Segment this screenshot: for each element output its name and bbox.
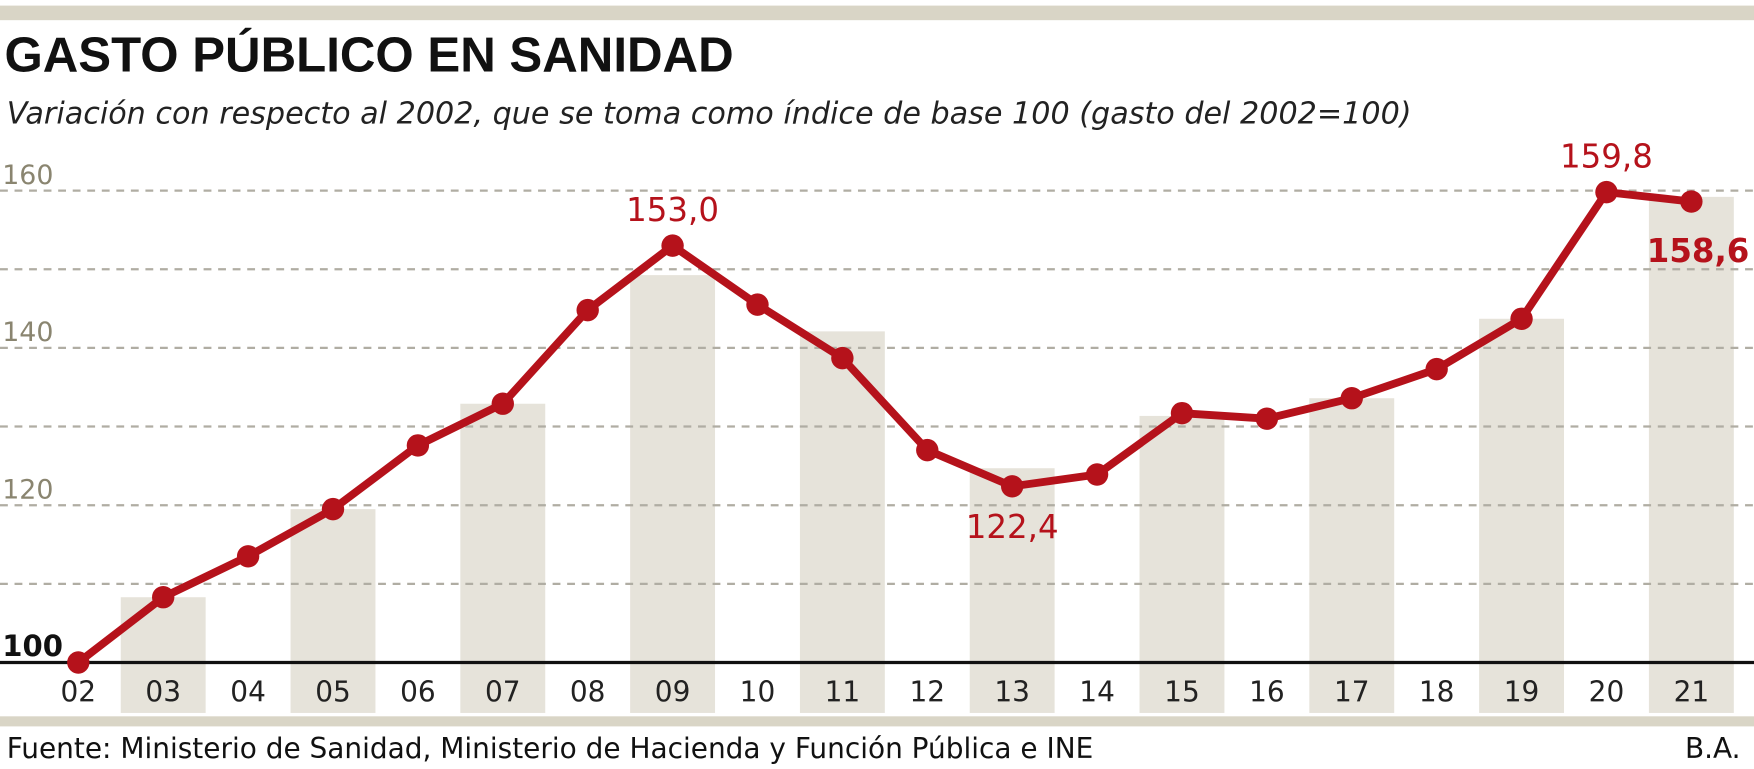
y-tick-label-120: 120: [2, 474, 53, 505]
data-label-13: 122,4: [966, 508, 1059, 546]
data-point-12: [916, 438, 939, 462]
chart-title: GASTO PÚBLICO EN SANIDAD: [4, 27, 733, 83]
data-point-08: [576, 298, 599, 322]
x-tick-label-07: 07: [485, 676, 521, 709]
y-tick-label-140: 140: [2, 317, 53, 348]
x-tick-label-09: 09: [655, 676, 691, 709]
y-axis-ticks: 100 120 140 160: [2, 160, 63, 663]
shaded-column-15: [1139, 415, 1225, 713]
shaded-column-13: [969, 468, 1055, 713]
source-note: Fuente: Ministerio de Sanidad, Ministeri…: [7, 732, 1094, 765]
x-tick-label-21: 21: [1674, 676, 1710, 709]
top-band: [0, 5, 1754, 21]
data-point-11: [831, 346, 854, 370]
x-tick-label-17: 17: [1334, 676, 1370, 709]
x-tick-label-19: 19: [1504, 676, 1540, 709]
shaded-column-05: [290, 509, 376, 713]
data-point-03: [152, 586, 175, 609]
x-tick-label-04: 04: [230, 676, 266, 709]
data-point-14: [1085, 463, 1109, 486]
x-tick-label-08: 08: [570, 676, 606, 709]
shaded-column-09: [630, 275, 716, 713]
data-point-19: [1510, 307, 1533, 330]
x-tick-label-20: 20: [1589, 676, 1625, 709]
data-point-07: [491, 392, 514, 415]
data-point-09: [661, 234, 684, 257]
gridlines: [0, 189, 1754, 585]
x-tick-label-13: 13: [994, 676, 1030, 709]
series-line-path: [75, 188, 1692, 666]
x-tick-label-14: 14: [1079, 676, 1115, 709]
data-point-06: [406, 434, 430, 457]
data-point-04: [236, 545, 260, 568]
x-tick-label-12: 12: [909, 676, 945, 709]
shaded-column-21: [1648, 196, 1734, 713]
shaded-column-11: [799, 331, 885, 713]
shaded-column-07: [460, 403, 546, 713]
data-point-10: [746, 293, 769, 316]
x-tick-label-02: 02: [61, 676, 97, 709]
data-point-13: [1000, 475, 1024, 498]
data-point-16: [1255, 407, 1279, 430]
x-tick-label-10: 10: [740, 676, 776, 709]
x-tick-label-03: 03: [145, 676, 181, 709]
x-tick-label-05: 05: [315, 676, 351, 709]
data-point-20: [1595, 180, 1618, 204]
x-tick-label-16: 16: [1249, 676, 1285, 709]
data-label-09: 153,0: [626, 191, 719, 229]
data-point-15: [1170, 401, 1194, 425]
data-labels: 153,0 122,4 159,8 158,6: [626, 137, 1749, 545]
shaded-column-19: [1479, 318, 1565, 713]
x-tick-label-15: 15: [1164, 676, 1200, 709]
data-label-21: 158,6: [1647, 232, 1750, 270]
bottom-band: [0, 716, 1754, 727]
data-point-02: [67, 651, 90, 674]
shaded-column-17: [1309, 398, 1395, 713]
x-tick-label-18: 18: [1419, 676, 1455, 709]
data-point-21: [1680, 190, 1703, 213]
data-point-18: [1425, 357, 1448, 381]
x-tick-label-11: 11: [825, 676, 861, 709]
data-point-17: [1340, 387, 1363, 410]
data-label-20: 159,8: [1560, 137, 1653, 175]
y-tick-label-160: 160: [2, 160, 53, 191]
chart-subtitle: Variación con respecto al 2002, que se t…: [7, 96, 1412, 131]
x-axis-ticks: 02 03 04 05 06 07 08 09 10 11 12 13 14 15 16 17 18 19 20 21: [61, 676, 1710, 709]
y-tick-label-100: 100: [2, 629, 63, 663]
credit: B.A.: [1685, 732, 1741, 765]
x-tick-label-06: 06: [400, 676, 436, 709]
series-line: [67, 180, 1703, 674]
data-point-05: [321, 497, 345, 521]
